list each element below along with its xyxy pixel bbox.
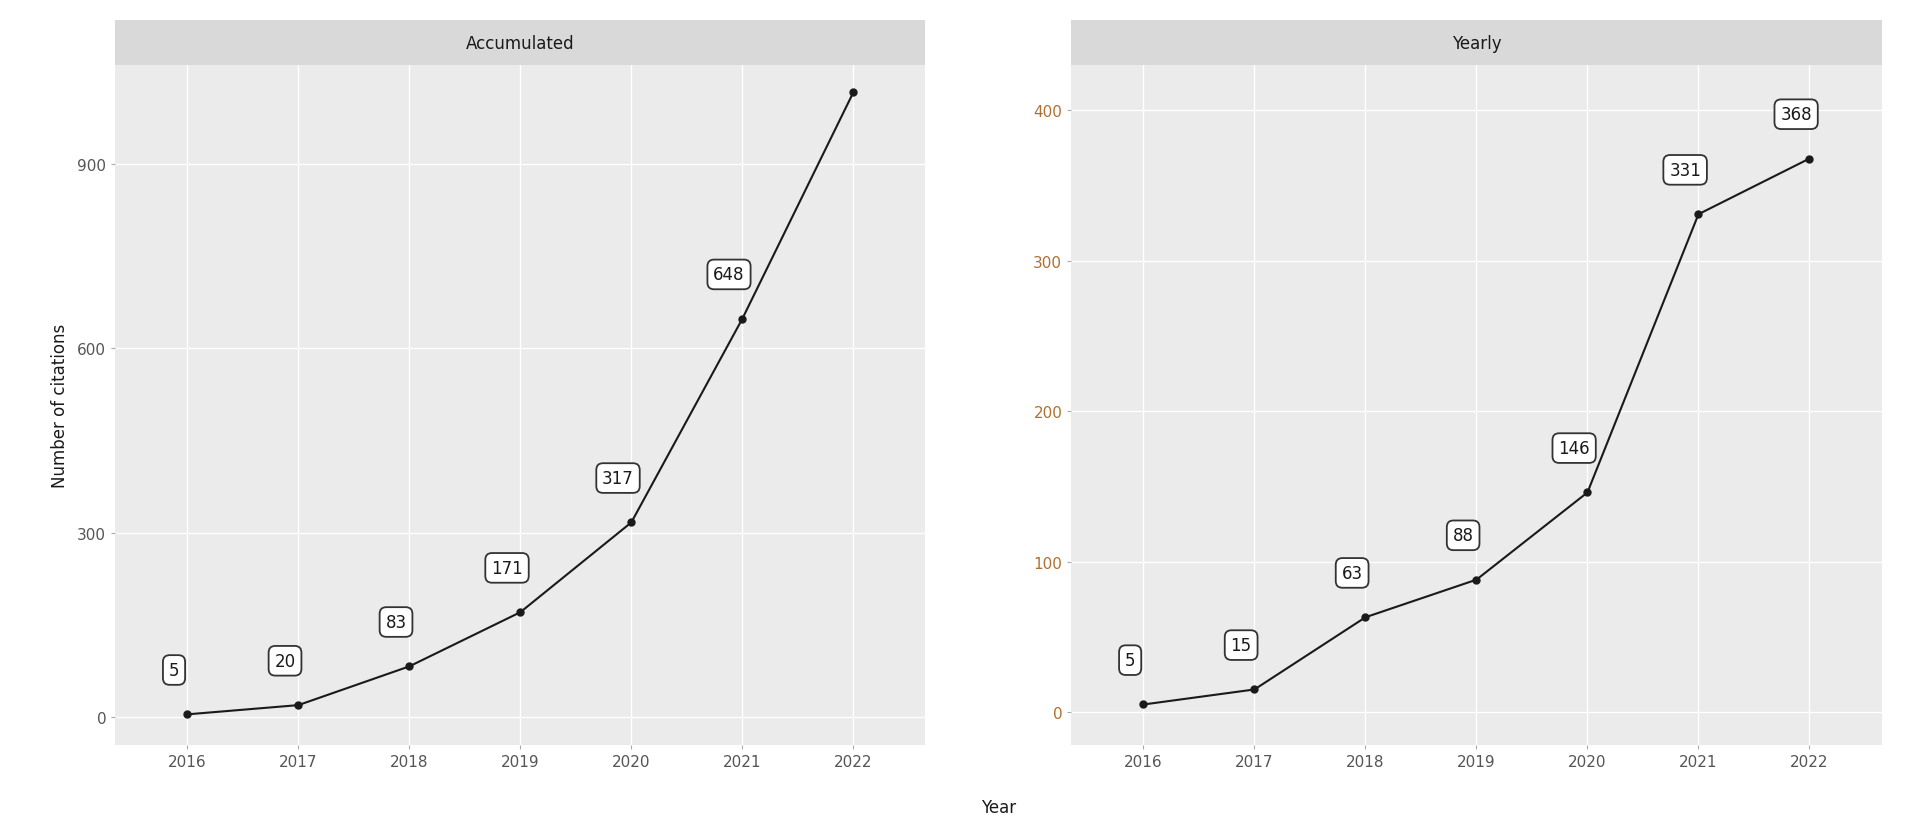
Text: 1016: 1016 bbox=[820, 40, 862, 58]
Text: 83: 83 bbox=[386, 614, 407, 631]
Text: 331: 331 bbox=[1668, 161, 1701, 180]
Text: 317: 317 bbox=[603, 469, 634, 488]
Y-axis label: Number of citations: Number of citations bbox=[50, 324, 69, 488]
Text: 171: 171 bbox=[492, 559, 522, 577]
Text: 63: 63 bbox=[1342, 564, 1363, 582]
Text: 20: 20 bbox=[275, 652, 296, 670]
Text: 15: 15 bbox=[1231, 637, 1252, 654]
Text: 368: 368 bbox=[1780, 106, 1812, 124]
Text: Yearly: Yearly bbox=[1452, 35, 1501, 52]
Text: 5: 5 bbox=[169, 662, 179, 679]
Text: 146: 146 bbox=[1559, 440, 1590, 458]
Text: 648: 648 bbox=[712, 266, 745, 284]
Text: Year: Year bbox=[981, 798, 1016, 816]
Text: Accumulated: Accumulated bbox=[467, 35, 574, 52]
Text: 5: 5 bbox=[1125, 652, 1135, 669]
Text: 88: 88 bbox=[1453, 527, 1475, 545]
